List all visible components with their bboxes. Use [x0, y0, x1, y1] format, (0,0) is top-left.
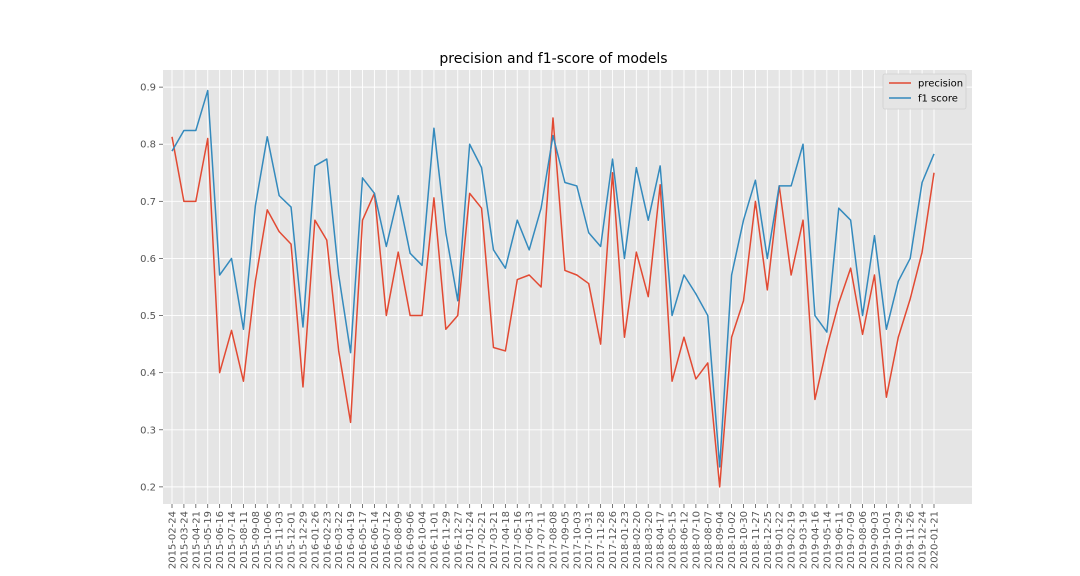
x-tick-label: 2017-07-11: [537, 511, 548, 569]
legend: precision f1 score: [882, 73, 967, 110]
series-layer: [171, 89, 935, 488]
y-tick-label: 0.4: [140, 368, 156, 379]
series-line-f1-score: [171, 89, 935, 468]
x-tick-label: 2019-05-14: [822, 511, 833, 569]
x-tick-label: 2019-12-24: [918, 511, 929, 569]
x-tick-label: 2018-03-20: [644, 511, 655, 569]
x-tick-label: 2019-03-19: [799, 511, 810, 569]
x-tick-label: 2019-11-26: [906, 511, 917, 569]
x-tick-label: 2015-05-19: [203, 511, 214, 569]
x-tick-label: 2017-10-31: [584, 511, 595, 569]
x-tick-label: 2015-12-01: [287, 511, 298, 569]
legend-label-precision: precision: [918, 79, 963, 90]
y-tick-label: 0.2: [140, 482, 156, 493]
x-tick-label: 2017-04-18: [501, 511, 512, 569]
x-tick-label: 2016-06-14: [370, 511, 381, 569]
x-tick-label: 2015-06-16: [215, 511, 226, 569]
x-tick-label: 2017-10-03: [572, 511, 583, 569]
x-tick-label: 2016-05-17: [358, 511, 369, 569]
x-tick-label: 2017-01-24: [465, 511, 476, 569]
x-tick-label: 2018-08-07: [703, 511, 714, 569]
x-tick-label: 2015-08-11: [239, 511, 250, 569]
x-tick-label: 2017-06-13: [525, 511, 536, 569]
x-tick-label: 2018-10-30: [739, 511, 750, 569]
x-tick-label: 2015-12-29: [298, 511, 309, 569]
x-tick-label: 2019-01-22: [775, 511, 786, 569]
x-tick-label: 2016-12-27: [453, 511, 464, 569]
x-tick-label: 2016-10-04: [418, 511, 429, 569]
y-axis: 0.2 0.3 0.4 0.5 0.6 0.7 0.8 0.9: [140, 83, 163, 493]
chart-title: precision and f1-score of models: [439, 51, 667, 67]
x-tick-label: 2019-06-11: [834, 511, 845, 569]
x-tick-label: 2019-02-19: [787, 511, 798, 569]
x-tick-label: 2016-08-09: [394, 511, 405, 569]
x-tick-label: 2019-10-29: [894, 511, 905, 569]
x-tick-label: 2016-04-19: [346, 511, 357, 569]
x-tick-label: 2018-01-23: [620, 511, 631, 569]
x-tick-label: 2019-10-01: [882, 511, 893, 569]
grid-layer: [163, 70, 972, 504]
x-tick-label: 2018-06-12: [679, 511, 690, 569]
x-tick-label: 2017-09-05: [560, 511, 571, 569]
x-tick-label: 2015-04-21: [191, 511, 202, 569]
x-tick-label: 2015-10-06: [263, 511, 274, 569]
x-tick-label: 2015-11-03: [275, 511, 286, 569]
x-tick-label: 2017-03-21: [489, 511, 500, 569]
series-line-precision: [171, 117, 935, 488]
x-tick-label: 2016-07-12: [382, 511, 393, 569]
x-tick-label: 2017-08-08: [549, 511, 560, 569]
x-tick-label: 2015-02-24: [168, 511, 179, 569]
x-tick-label: 2015-03-24: [179, 511, 190, 569]
x-tick-label: 2016-11-01: [429, 511, 440, 569]
x-tick-label: 2018-07-10: [691, 511, 702, 569]
y-tick-label: 0.7: [140, 197, 156, 208]
x-tick-label: 2017-02-21: [477, 511, 488, 569]
x-tick-label: 2020-01-21: [930, 511, 941, 569]
x-tick-label: 2016-03-22: [334, 511, 345, 569]
x-tick-label: 2015-07-14: [227, 511, 238, 569]
x-tick-label: 2018-09-04: [715, 511, 726, 569]
x-tick-label: 2017-12-26: [608, 511, 619, 569]
x-tick-label: 2016-02-23: [322, 511, 333, 569]
y-tick-label: 0.6: [140, 254, 156, 265]
x-tick-label: 2015-09-08: [251, 511, 262, 569]
x-tick-label: 2018-04-17: [656, 511, 667, 569]
x-tick-label: 2018-05-15: [668, 511, 679, 569]
y-tick-label: 0.5: [140, 311, 156, 322]
x-tick-label: 2017-11-28: [596, 511, 607, 569]
y-tick-label: 0.9: [140, 83, 156, 94]
x-tick-label: 2018-11-27: [751, 511, 762, 569]
plot-area: [163, 70, 972, 504]
x-axis: 2015-02-24 2015-03-24 2015-04-21 2015-05-19…: [168, 504, 941, 569]
x-tick-label: 2016-01-26: [310, 511, 321, 569]
x-tick-label: 2018-10-02: [727, 511, 738, 569]
x-tick-label: 2019-07-09: [846, 511, 857, 569]
x-tick-label: 2018-12-25: [763, 511, 774, 569]
x-tick-label: 2019-04-16: [810, 511, 821, 569]
legend-label-f1-score: f1 score: [918, 94, 958, 105]
x-tick-label: 2019-08-06: [858, 511, 869, 569]
y-tick-label: 0.8: [140, 140, 156, 151]
x-tick-label: 2016-09-06: [406, 511, 417, 569]
x-tick-label: 2017-05-16: [513, 511, 524, 569]
x-tick-label: 2018-02-20: [632, 511, 643, 569]
x-tick-label: 2016-11-29: [441, 511, 452, 569]
y-tick-label: 0.3: [140, 425, 156, 436]
x-tick-label: 2019-09-03: [870, 511, 881, 569]
